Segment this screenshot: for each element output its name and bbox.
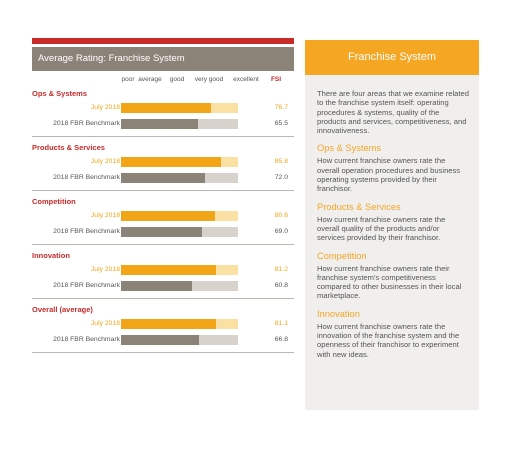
group-title: Innovation	[32, 251, 70, 260]
panel-sections: Ops & Systems How current franchise owner…	[317, 143, 469, 358]
series-label: July 2018	[90, 320, 120, 327]
chart-row: 2018 FBR Benchmark 69.0	[32, 224, 294, 240]
july-2018-bar	[121, 157, 222, 167]
chart-groups: Ops & Systems July 2018 76.7 2018 FBR Bench…	[32, 88, 294, 353]
july-2018-bar	[121, 265, 216, 275]
value-label: 65.5	[274, 120, 288, 127]
accent-bar	[32, 38, 294, 44]
scale-label: average	[138, 76, 162, 83]
scale-label: poor	[121, 76, 135, 83]
bar-track	[121, 335, 238, 345]
chart-group: Ops & Systems July 2018 76.7 2018 FBR Bench…	[32, 88, 294, 137]
chart-group: Products & Services July 2018 85.8 2018 FBR…	[32, 142, 294, 191]
bar-track	[121, 173, 238, 183]
bar-track	[121, 103, 238, 113]
chart-row: 2018 FBR Benchmark 65.5	[32, 116, 294, 132]
value-label: 85.8	[274, 158, 288, 165]
chart-row: July 2018 80.6	[32, 208, 294, 224]
section-text: How current franchise owners rate the in…	[317, 321, 460, 359]
rating-scale-header: poor average good very good excellent FSI	[32, 73, 294, 87]
series-label: July 2018	[90, 158, 120, 165]
scale-label: very good	[194, 76, 224, 83]
group-title: Competition	[32, 197, 76, 206]
series-label: 2018 FBR Benchmark	[53, 174, 120, 181]
section-title: Ops & Systems	[317, 143, 382, 154]
chart-row: 2018 FBR Benchmark 66.8	[32, 332, 294, 348]
benchmark-bar	[121, 227, 202, 237]
chart-group: Innovation July 2018 81.2 2018 FBR Benchmar…	[32, 250, 294, 299]
panel-intro: There are four areas that we examine rel…	[317, 89, 469, 136]
scale-label: good	[169, 76, 185, 83]
value-label: 80.6	[274, 212, 288, 219]
bar-track	[121, 211, 238, 221]
bar-track	[121, 319, 238, 329]
group-title: Overall (average)	[32, 305, 93, 314]
scale-label: excellent	[233, 76, 259, 83]
chart-row: July 2018 76.7	[32, 100, 294, 116]
benchmark-bar	[121, 173, 206, 183]
benchmark-bar	[121, 119, 198, 129]
benchmark-bar	[121, 335, 200, 345]
chart-row: July 2018 81.1	[32, 316, 294, 332]
panel-title: Franchise System	[305, 40, 479, 75]
value-label: 76.7	[274, 104, 288, 111]
value-label: 81.2	[274, 266, 288, 273]
value-label: 69.0	[274, 228, 288, 235]
section-text: How current franchise owners rate the ov…	[317, 214, 446, 243]
series-label: 2018 FBR Benchmark	[53, 120, 120, 127]
value-label: 81.1	[274, 320, 288, 327]
panel-body: There are four areas that we examine rel…	[305, 75, 479, 359]
group-title: Products & Services	[32, 143, 105, 152]
value-label: 66.8	[274, 336, 288, 343]
section-title: Products & Services	[317, 201, 401, 212]
section-text: How current franchise owners rate the ov…	[317, 156, 461, 194]
bar-track	[121, 227, 238, 237]
chart-title: Average Rating: Franchise System	[32, 47, 294, 71]
fsi-header: FSI	[270, 76, 282, 83]
chart-row: 2018 FBR Benchmark 72.0	[32, 170, 294, 186]
chart-group: Competition July 2018 80.6 2018 FBR Benchma…	[32, 196, 294, 245]
franchise-system-panel: Franchise System There are four areas th…	[305, 40, 479, 410]
series-label: 2018 FBR Benchmark	[53, 282, 120, 289]
bar-track	[121, 119, 238, 129]
benchmark-bar	[121, 281, 193, 291]
series-label: July 2018	[90, 212, 120, 219]
chart-group: Overall (average) July 2018 81.1 2018 FBR B…	[32, 304, 294, 353]
bar-track	[121, 157, 238, 167]
group-title: Ops & Systems	[32, 89, 88, 98]
bar-track	[121, 265, 238, 275]
section-title: Innovation	[317, 308, 360, 319]
series-label: July 2018	[90, 266, 120, 273]
july-2018-bar	[121, 103, 211, 113]
bar-track	[121, 281, 238, 291]
section-text: How current franchise owners rate their …	[317, 263, 462, 301]
section-title: Competition	[317, 250, 367, 261]
value-label: 60.8	[274, 282, 288, 289]
july-2018-bar	[121, 319, 216, 329]
series-label: July 2018	[90, 104, 120, 111]
chart-row: July 2018 85.8	[32, 154, 294, 170]
series-label: 2018 FBR Benchmark	[53, 336, 120, 343]
rating-chart-panel: Average Rating: Franchise System poor ave…	[32, 38, 294, 358]
chart-row: July 2018 81.2	[32, 262, 294, 278]
chart-row: 2018 FBR Benchmark 60.8	[32, 278, 294, 294]
value-label: 72.0	[274, 174, 288, 181]
july-2018-bar	[121, 211, 216, 221]
series-label: 2018 FBR Benchmark	[53, 228, 120, 235]
